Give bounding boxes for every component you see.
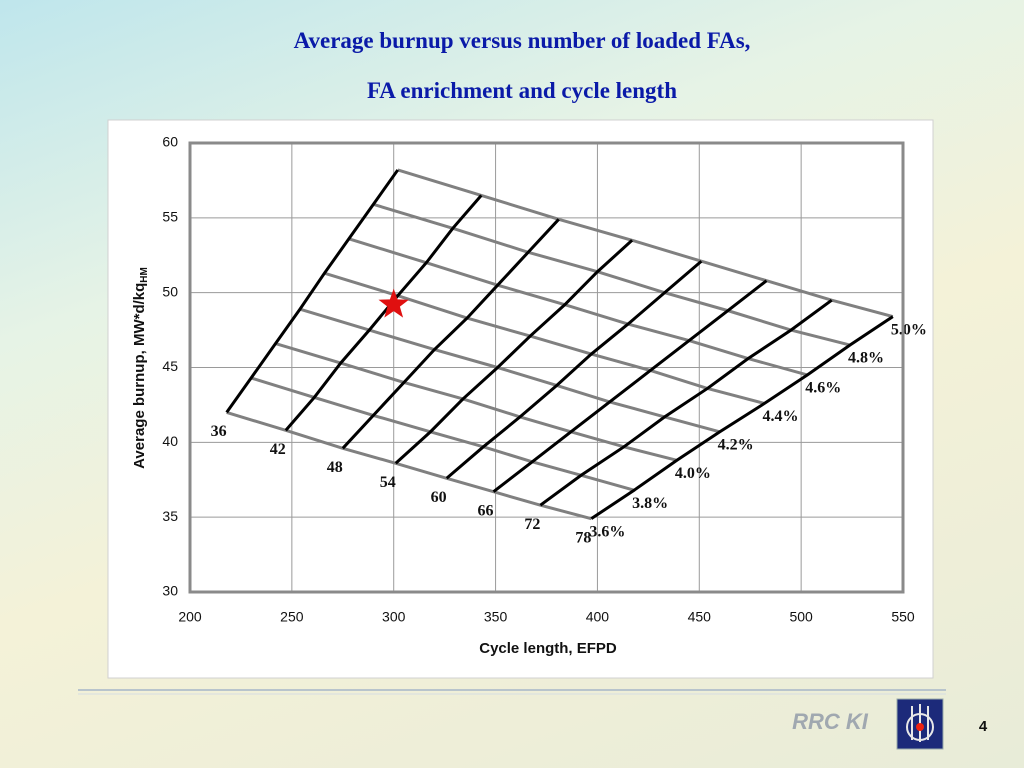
fa-label: 72 <box>524 516 540 533</box>
enrichment-line <box>250 376 635 492</box>
x-tick-label: 500 <box>789 609 813 625</box>
logo-dot <box>916 723 924 731</box>
x-tick-label: 400 <box>586 609 610 625</box>
enrichment-label: 5.0% <box>891 321 927 338</box>
enrichment-line <box>372 202 851 347</box>
enrichment-label: 3.8% <box>632 495 668 512</box>
enrichment-line <box>299 307 721 434</box>
y-tick-label: 40 <box>162 433 178 449</box>
x-tick-label: 200 <box>178 609 202 625</box>
enrichment-line <box>226 410 592 521</box>
fa-line <box>225 169 400 414</box>
fa-label: 60 <box>431 489 447 506</box>
chart-panel <box>107 119 934 679</box>
plot-frame <box>188 141 905 594</box>
star-marker <box>378 288 409 318</box>
x-tick-label: 550 <box>891 609 915 625</box>
enrichment-label: 4.2% <box>718 437 754 454</box>
enrichment-label: 4.4% <box>762 408 798 425</box>
fa-line <box>394 239 634 465</box>
y-tick-label: 60 <box>162 134 178 150</box>
fa-line <box>492 279 768 493</box>
enrichment-line <box>324 271 765 405</box>
y-tick-label: 30 <box>162 583 178 599</box>
x-tick-label: 350 <box>484 609 508 625</box>
fa-label: 66 <box>478 502 494 519</box>
enrichment-label: 4.8% <box>848 350 884 367</box>
y-tick-label: 45 <box>162 358 178 374</box>
enrichment-line <box>397 168 894 319</box>
fa-line <box>590 315 894 520</box>
slide-title: Average burnup versus number of loaded F… <box>293 28 751 53</box>
enrichment-label: 4.6% <box>805 380 841 397</box>
y-axis-label-sub: HM <box>139 267 150 283</box>
y-tick-label: 55 <box>162 209 178 225</box>
fa-line <box>445 260 703 480</box>
enrichment-label: 4.0% <box>675 465 711 482</box>
footer-org: RRC KI <box>792 709 869 734</box>
fa-label: 78 <box>575 529 591 546</box>
fa-line <box>341 218 560 450</box>
y-axis-label-main: Average burnup, MW*d/kq <box>131 283 148 469</box>
x-tick-label: 450 <box>688 609 712 625</box>
fa-label: 54 <box>380 474 396 491</box>
x-tick-label: 300 <box>382 609 406 625</box>
enrichment-label: 3.6% <box>589 523 625 540</box>
enrichment-line <box>275 342 678 462</box>
fa-label: 36 <box>211 423 227 440</box>
slide-title: FA enrichment and cycle length <box>366 78 678 103</box>
fa-line <box>539 298 833 507</box>
fa-line <box>284 194 483 432</box>
y-tick-label: 50 <box>162 283 178 299</box>
enrichment-line <box>348 237 808 377</box>
fa-label: 48 <box>327 459 343 476</box>
y-tick-label: 35 <box>162 508 178 524</box>
y-axis-label: Average burnup, MW*d/kqHM <box>131 267 150 469</box>
x-axis-label: Cycle length, EFPD <box>479 640 617 657</box>
fa-label: 42 <box>270 441 286 458</box>
x-tick-label: 250 <box>280 609 304 625</box>
page-number: 4 <box>979 718 988 735</box>
logo <box>896 698 944 750</box>
